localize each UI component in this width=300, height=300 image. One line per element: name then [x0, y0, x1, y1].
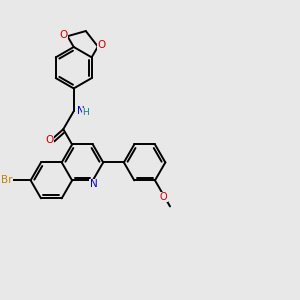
Text: O: O	[160, 192, 167, 202]
Text: O: O	[60, 30, 68, 40]
Text: N: N	[90, 179, 98, 189]
Text: O: O	[45, 136, 53, 146]
Text: O: O	[98, 40, 106, 50]
Text: Br: Br	[1, 176, 12, 185]
Text: N: N	[77, 106, 85, 116]
Text: H: H	[82, 108, 89, 117]
